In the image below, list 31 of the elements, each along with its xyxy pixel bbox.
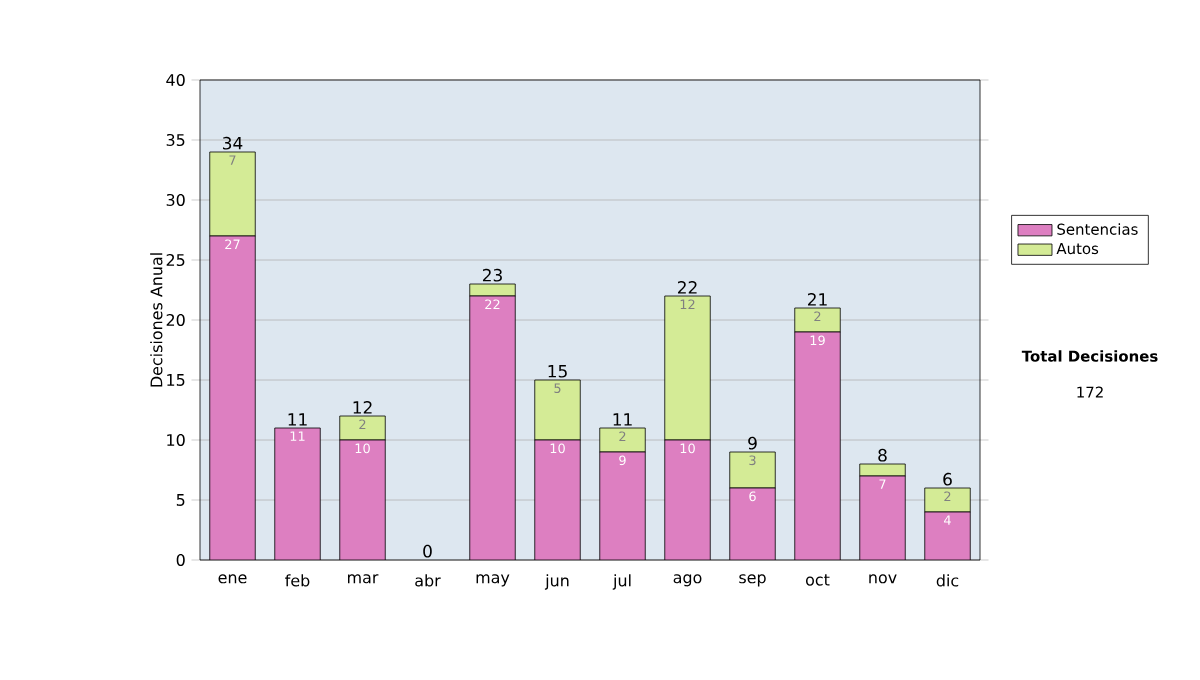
total-label: 15: [548, 365, 567, 378]
total-label: 21: [807, 293, 827, 306]
bar: [664, 439, 711, 560]
bar: [664, 295, 711, 441]
bar: [274, 428, 321, 560]
bar: [209, 236, 256, 560]
total-label: 34: [223, 136, 243, 150]
total-label: 22: [677, 281, 697, 294]
bar: [599, 451, 646, 560]
bar: [339, 415, 386, 441]
bar: [729, 487, 776, 560]
bar: [469, 283, 516, 297]
bar: [339, 440, 386, 560]
bar: [729, 451, 776, 489]
bar: [599, 427, 646, 453]
bar: [534, 439, 581, 560]
bar: [859, 463, 906, 477]
total-label: 11: [288, 413, 307, 426]
total-label: 0: [423, 544, 432, 558]
total-label: 11: [613, 413, 632, 426]
total-label: 23: [482, 268, 502, 282]
total-label: 9: [748, 436, 757, 450]
total-label: 6: [943, 472, 952, 486]
bar: [924, 511, 971, 560]
bar: [534, 379, 581, 441]
bar: [859, 475, 906, 560]
bar: [794, 307, 841, 333]
total-label: 12: [353, 401, 372, 414]
total-label: 8: [878, 448, 887, 462]
bar: [794, 331, 841, 560]
bar: [469, 295, 516, 560]
